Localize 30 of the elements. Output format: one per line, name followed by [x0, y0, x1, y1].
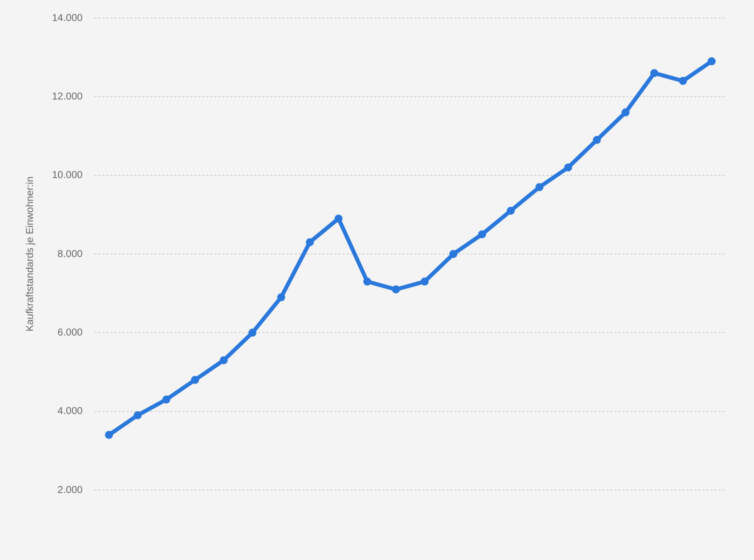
point — [592, 136, 601, 144]
point — [104, 430, 113, 439]
point — [622, 108, 630, 116]
y-tick-label: 12.000 — [52, 91, 84, 102]
y-tick-label: 10.000 — [52, 170, 84, 182]
point — [449, 250, 458, 258]
point — [134, 411, 142, 420]
y-tick-label: 8.000 — [58, 248, 84, 260]
point — [535, 183, 544, 192]
point — [392, 285, 400, 294]
point — [248, 328, 256, 337]
point — [506, 206, 515, 215]
y-axis-title: Kaufkraftstandards je Einwohner:in — [24, 176, 36, 332]
y-tick-label: 4.000 — [58, 406, 84, 418]
point — [191, 376, 200, 384]
y-tick-label: 14.000 — [52, 12, 84, 24]
point — [564, 163, 572, 172]
point — [650, 69, 658, 78]
y-tick-label: 2.000 — [58, 484, 84, 496]
point — [678, 76, 687, 85]
y-tick-label: 6.000 — [58, 327, 84, 338]
point — [306, 238, 314, 246]
point — [363, 278, 372, 286]
point — [220, 356, 228, 364]
point — [334, 214, 343, 223]
point — [162, 396, 170, 404]
point — [420, 278, 429, 286]
point — [277, 293, 286, 302]
point — [708, 57, 716, 66]
point — [478, 230, 486, 238]
